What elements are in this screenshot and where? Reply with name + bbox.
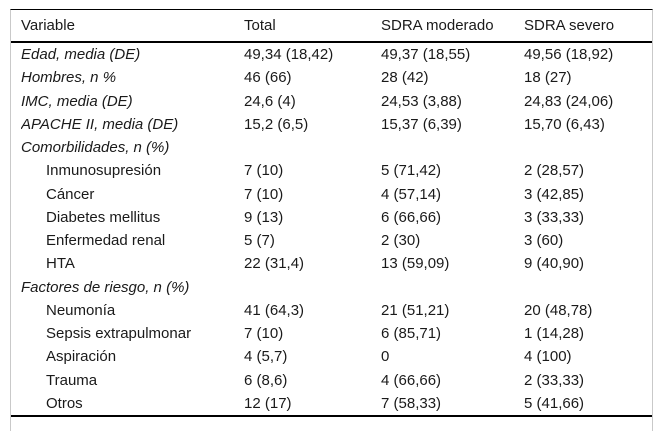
table-row: Inmunosupresión 7 (10) 5 (71,42) 2 (28,5… [11,159,652,182]
cell-total: 12 (17) [244,394,292,412]
row-label: Trauma [46,371,98,389]
cell-moderado: 6 (66,66) [381,208,442,226]
section-label: Factores de riesgo, n (%) [21,278,190,296]
cell-moderado: 7 (58,33) [381,394,442,412]
cell-total: 7 (10) [244,162,284,180]
table-row: Hombres, n % 46 (66) 28 (42) 18 (27) [11,66,652,89]
cell-moderado: 13 (59,09) [381,255,450,273]
row-label: Otros [46,394,83,412]
cell-total: 9 (13) [244,208,284,226]
cell-total: 7 (10) [244,325,284,343]
cell-moderado: 15,37 (6,39) [381,115,462,133]
row-label: HTA [46,255,75,273]
table-header-row: Variable Total SDRA moderado SDRA severo [11,10,652,43]
cell-moderado: 5 (71,42) [381,162,442,180]
table-row: HTA 22 (31,4) 13 (59,09) 9 (40,90) [11,252,652,275]
table-row: Cáncer 7 (10) 4 (57,14) 3 (42,85) [11,183,652,206]
cell-severo: 9 (40,90) [524,255,585,273]
cell-moderado: 4 (66,66) [381,371,442,389]
cell-total: 22 (31,4) [244,255,305,273]
cell-severo: 15,70 (6,43) [524,115,605,133]
cell-total: 15,2 (6,5) [244,115,309,133]
column-header-sdra-severo: SDRA severo [524,17,615,34]
table-section-row: Factores de riesgo, n (%) [11,276,652,299]
cell-moderado: 49,37 (18,55) [381,46,471,64]
cell-severo: 20 (48,78) [524,301,593,319]
table-row: Aspiración 4 (5,7) 0 4 (100) [11,345,652,368]
cell-moderado: 28 (42) [381,69,429,87]
cell-severo: 1 (14,28) [524,325,585,343]
cell-moderado: 21 (51,21) [381,301,450,319]
cell-total: 7 (10) [244,185,284,203]
row-label: Neumonía [46,301,116,319]
table-row: APACHE II, media (DE) 15,2 (6,5) 15,37 (… [11,113,652,136]
cell-total: 49,34 (18,42) [244,46,334,64]
row-label: Enfermedad renal [46,232,166,250]
row-label: Hombres, n % [21,69,117,87]
row-label: Inmunosupresión [46,162,162,180]
row-label: Edad, media (DE) [21,46,141,64]
cell-total: 24,6 (4) [244,92,296,110]
table-row: Sepsis extrapulmonar 7 (10) 6 (85,71) 1 … [11,322,652,345]
cell-severo: 5 (41,66) [524,394,585,412]
cell-total: 41 (64,3) [244,301,305,319]
cell-severo: 3 (33,33) [524,208,585,226]
cell-moderado: 0 [381,348,390,366]
cell-total: 6 (8,6) [244,371,288,389]
cell-total: 5 (7) [244,232,275,250]
cell-severo: 2 (28,57) [524,162,585,180]
cell-severo: 24,83 (24,06) [524,92,614,110]
table-row: Edad, media (DE) 49,34 (18,42) 49,37 (18… [11,43,652,66]
table-section-row: Comorbilidades, n (%) [11,136,652,159]
row-label: Diabetes mellitus [46,208,161,226]
cell-total: 4 (5,7) [244,348,288,366]
row-label: Cáncer [46,185,95,203]
row-label: IMC, media (DE) [21,92,133,110]
row-label: APACHE II, media (DE) [21,115,179,133]
table-row: Neumonía 41 (64,3) 21 (51,21) 20 (48,78) [11,299,652,322]
clinical-variables-table: Variable Total SDRA moderado SDRA severo… [10,9,653,431]
cell-severo: 3 (42,85) [524,185,585,203]
column-header-total: Total [244,17,276,34]
table-row: Otros 12 (17) 7 (58,33) 5 (41,66) [11,392,652,415]
cell-severo: 18 (27) [524,69,572,87]
cell-severo: 3 (60) [524,232,564,250]
cell-moderado: 2 (30) [381,232,421,250]
row-label: Aspiración [46,348,117,366]
table-bottom-gap [11,417,652,429]
table-row: IMC, media (DE) 24,6 (4) 24,53 (3,88) 24… [11,90,652,113]
table-bottom-rule [11,415,652,417]
table-row: Trauma 6 (8,6) 4 (66,66) 2 (33,33) [11,369,652,392]
row-label: Sepsis extrapulmonar [46,325,192,343]
column-header-variable: Variable [21,17,75,34]
table-row: Diabetes mellitus 9 (13) 6 (66,66) 3 (33… [11,206,652,229]
cell-severo: 49,56 (18,92) [524,46,614,64]
table-row: Enfermedad renal 5 (7) 2 (30) 3 (60) [11,229,652,252]
cell-moderado: 6 (85,71) [381,325,442,343]
cell-severo: 2 (33,33) [524,371,585,389]
section-label: Comorbilidades, n (%) [21,139,170,157]
column-header-sdra-moderado: SDRA moderado [381,17,494,34]
cell-severo: 4 (100) [524,348,572,366]
cell-moderado: 4 (57,14) [381,185,442,203]
cell-total: 46 (66) [244,69,292,87]
cell-moderado: 24,53 (3,88) [381,92,462,110]
